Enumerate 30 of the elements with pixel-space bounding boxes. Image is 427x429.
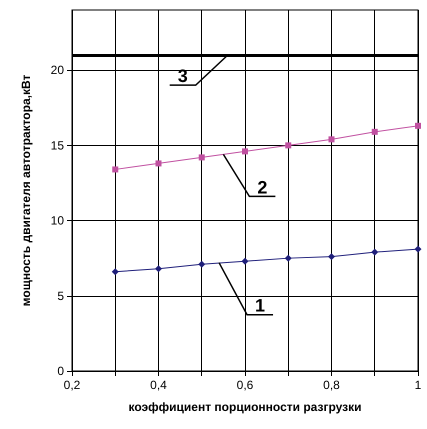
point xyxy=(415,122,421,129)
point xyxy=(372,128,378,135)
annotation: 2 xyxy=(257,177,268,198)
y-tick-label: 10 xyxy=(50,214,64,228)
y-tick-label: 15 xyxy=(50,138,64,152)
point xyxy=(156,160,162,166)
point xyxy=(414,246,422,253)
point xyxy=(112,166,118,172)
point xyxy=(242,258,248,265)
x-tick-label: 0,4 xyxy=(150,378,168,392)
point xyxy=(112,268,119,276)
y-axis-title: мощность двигателя автотрактора,кВт xyxy=(19,74,33,306)
x-tick-label: 0,8 xyxy=(323,378,340,392)
x-tick-label: 0,2 xyxy=(64,378,81,392)
point xyxy=(371,248,378,256)
x-tick-label: 0,6 xyxy=(236,378,254,392)
y-tick-label: 5 xyxy=(57,288,64,303)
annotation: 1 xyxy=(255,296,266,316)
point xyxy=(198,154,205,160)
y-tick-label: 0 xyxy=(57,364,64,378)
point xyxy=(242,148,248,154)
x-tick-label: 1 xyxy=(414,378,422,392)
point xyxy=(284,254,292,262)
point xyxy=(328,253,335,260)
point xyxy=(328,136,334,142)
point xyxy=(285,142,292,148)
y-tick-label: 20 xyxy=(50,63,64,78)
x-axis-title: коэффициент порционности разгрузки xyxy=(128,400,362,414)
point xyxy=(155,265,162,272)
point xyxy=(198,260,206,268)
